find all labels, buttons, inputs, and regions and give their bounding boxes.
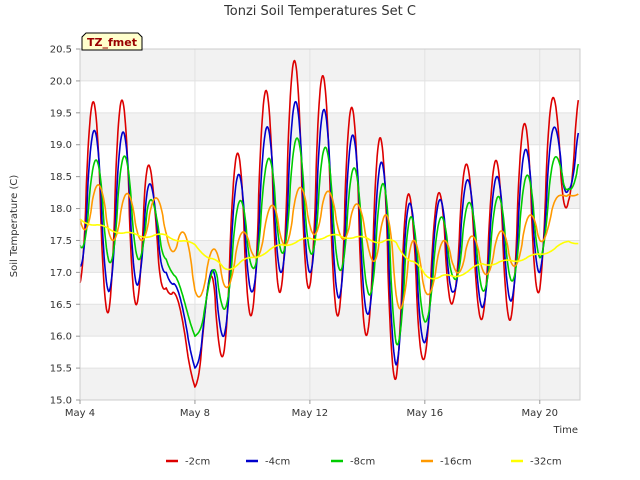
series-line-16cmcm <box>79 184 579 310</box>
x-axis-label: Time <box>553 425 578 436</box>
legend-item: -16cm <box>421 457 472 468</box>
plot-background <box>80 49 580 400</box>
x-tick-label: May 8 <box>180 408 210 419</box>
grid-band <box>80 112 580 145</box>
legend-label: -16cm <box>440 457 472 468</box>
y-tick-label: 18.0 <box>50 204 72 215</box>
chart-title: Tonzi Soil Temperatures Set C <box>223 4 416 19</box>
series-line-8cmcm <box>79 137 580 346</box>
legend-item: -4cm <box>246 457 290 468</box>
x-tick-label: May 4 <box>65 408 95 419</box>
station-badge-label: TZ_fmet <box>87 36 137 49</box>
plot-frame <box>79 48 581 401</box>
legend-label: -2cm <box>185 457 210 468</box>
y-tick-label: 16.5 <box>50 300 72 311</box>
legend-item: -8cm <box>331 457 375 468</box>
station-badge: TZ_fmet <box>81 32 143 51</box>
legend-label: -32cm <box>530 457 562 468</box>
y-axis-label: Soil Temperature (C) <box>9 175 20 278</box>
legend-item: -2cm <box>166 457 210 468</box>
y-tick-label: 16.0 <box>50 332 72 343</box>
y-tick-label: 19.0 <box>50 140 72 151</box>
series-line-4cmcm <box>79 100 580 369</box>
y-tick-label: 15.5 <box>50 364 72 375</box>
y-tick-label: 17.5 <box>50 236 72 247</box>
x-tick-label: May 12 <box>292 408 329 419</box>
legend-label: -8cm <box>350 457 375 468</box>
y-tick-label: 20.5 <box>50 45 72 56</box>
grid-band <box>80 368 580 400</box>
x-tick-label: May 20 <box>521 408 558 419</box>
series-layer <box>79 59 580 388</box>
axes <box>79 48 581 401</box>
plot-area <box>80 49 580 400</box>
y-tick-label: 15.0 <box>50 396 72 407</box>
grid-band <box>80 49 580 81</box>
tick-labels: 15.0 15.5 16.0 16.5 17.0 17.5 18.0 18.5 19.0 19.5… <box>50 45 558 420</box>
y-tick-label: 20.0 <box>50 76 72 87</box>
legend-item: -32cm <box>511 457 562 468</box>
legend: -2cm -4cm -8cm -16cm -32cm <box>166 457 562 468</box>
y-tick-label: 19.5 <box>50 108 72 119</box>
y-tick-label: 17.0 <box>50 268 72 279</box>
x-tick-label: May 16 <box>407 408 444 419</box>
y-tick-label: 18.5 <box>50 172 72 183</box>
grid-band <box>80 304 580 337</box>
series-line-32cmcm <box>79 218 579 280</box>
legend-label: -4cm <box>265 457 290 468</box>
